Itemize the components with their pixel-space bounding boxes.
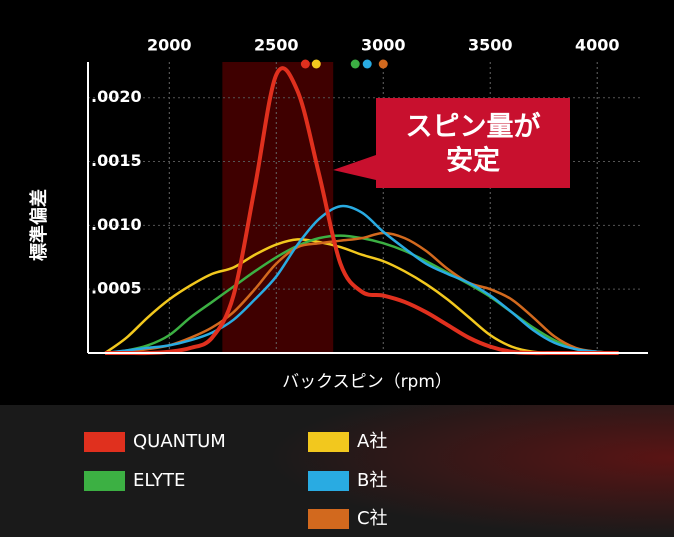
legend-swatch [84, 471, 125, 491]
x-tick-label: 3000 [361, 36, 406, 55]
legend-swatch [308, 471, 349, 491]
plot-background [0, 0, 674, 405]
legend-label: ELYTE [133, 470, 185, 491]
x-tick-label: 2500 [254, 36, 299, 55]
legend-swatch [308, 509, 349, 529]
legend-swatch [308, 432, 349, 452]
peak-marker [362, 59, 372, 69]
highlight-band [222, 62, 334, 353]
peak-marker [378, 59, 388, 69]
y-tick-label: .0005 [91, 279, 142, 298]
peak-marker [300, 59, 310, 69]
y-tick-label: .0020 [91, 87, 142, 106]
callout-text: スピン量が [406, 111, 541, 143]
callout-text: 安定 [446, 145, 500, 177]
series-line [104, 204, 619, 355]
x-tick-label: 4000 [575, 36, 620, 55]
y-tick-label: .0015 [91, 151, 142, 170]
legend-label: QUANTUM [133, 431, 226, 452]
legend-label: A社 [357, 431, 387, 452]
peak-marker [311, 59, 321, 69]
legend-label: C社 [357, 508, 388, 529]
callout-box [333, 98, 570, 188]
series-line [105, 231, 619, 355]
y-axis-title: 標準偏差 [28, 189, 50, 261]
y-tick-label: .0010 [91, 215, 142, 234]
legend-label: B社 [357, 470, 387, 491]
x-tick-label: 3500 [468, 36, 513, 55]
peak-marker [350, 59, 360, 69]
x-tick-label: 2000 [147, 36, 192, 55]
legend-swatch [84, 432, 125, 452]
x-axis-title: バックスピン（rpm） [282, 372, 452, 392]
